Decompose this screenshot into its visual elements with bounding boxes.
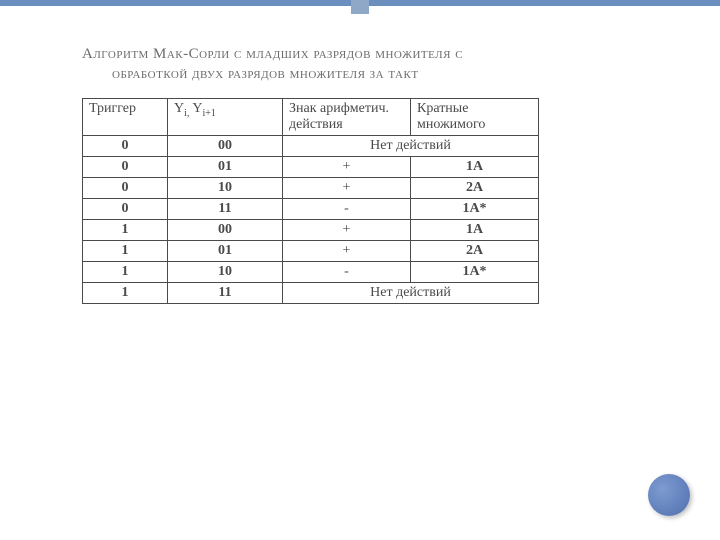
table-row: 010+2A (83, 178, 539, 199)
header-sign: Знак арифметич. действия (283, 99, 411, 136)
header-trigger: Триггер (83, 99, 168, 136)
cell-mult: 1A (411, 157, 539, 178)
table-row: 100+1A (83, 220, 539, 241)
cell-mult: 1A* (411, 262, 539, 283)
title-line-1: Алгоритм Мак-Сорли с младших разрядов мн… (82, 44, 660, 64)
cell-yy: 00 (168, 220, 283, 241)
cell-trigger: 0 (83, 178, 168, 199)
table-row: 011-1A* (83, 199, 539, 220)
cell-no-action: Нет действий (283, 136, 539, 157)
header-mult: Кратные множимого (411, 99, 539, 136)
table-row: 110-1A* (83, 262, 539, 283)
cell-trigger: 1 (83, 220, 168, 241)
slide-title: Алгоритм Мак-Сорли с младших разрядов мн… (82, 44, 660, 85)
cell-sign: - (283, 262, 411, 283)
cell-trigger: 1 (83, 262, 168, 283)
cell-sign: + (283, 220, 411, 241)
header-yy: Yi, Yi+1 (168, 99, 283, 136)
cell-sign: + (283, 157, 411, 178)
cell-mult: 2A (411, 178, 539, 199)
cell-mult: 1A (411, 220, 539, 241)
cell-trigger: 1 (83, 241, 168, 262)
algorithm-table: Триггер Yi, Yi+1 Знак арифметич. действи… (82, 98, 539, 304)
cell-yy: 01 (168, 241, 283, 262)
cell-mult: 2A (411, 241, 539, 262)
table-row: 101+2A (83, 241, 539, 262)
cell-yy: 11 (168, 283, 283, 304)
table-row: 000Нет действий (83, 136, 539, 157)
table-row: 111Нет действий (83, 283, 539, 304)
table-row: 001+1A (83, 157, 539, 178)
corner-circle (648, 474, 690, 516)
cell-yy: 10 (168, 262, 283, 283)
cell-trigger: 0 (83, 199, 168, 220)
cell-yy: 01 (168, 157, 283, 178)
cell-no-action: Нет действий (283, 283, 539, 304)
cell-sign: + (283, 178, 411, 199)
cell-trigger: 1 (83, 283, 168, 304)
cell-mult: 1A* (411, 199, 539, 220)
table-header-row: Триггер Yi, Yi+1 Знак арифметич. действи… (83, 99, 539, 136)
cell-sign: - (283, 199, 411, 220)
cell-sign: + (283, 241, 411, 262)
cell-trigger: 0 (83, 157, 168, 178)
cell-yy: 10 (168, 178, 283, 199)
cell-trigger: 0 (83, 136, 168, 157)
cell-yy: 11 (168, 199, 283, 220)
title-line-2: обработкой двух разрядов множителя за та… (82, 64, 660, 84)
top-tab (351, 0, 369, 14)
cell-yy: 00 (168, 136, 283, 157)
